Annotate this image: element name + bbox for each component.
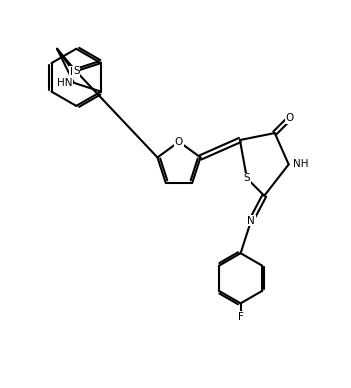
Text: NH: NH	[293, 159, 308, 170]
Text: O: O	[175, 137, 183, 147]
Text: S: S	[73, 66, 80, 76]
Text: S: S	[244, 173, 250, 183]
Text: N: N	[70, 67, 78, 77]
Text: N: N	[247, 216, 255, 226]
Text: HN: HN	[57, 78, 72, 88]
Text: F: F	[238, 312, 244, 322]
Text: O: O	[285, 113, 293, 123]
